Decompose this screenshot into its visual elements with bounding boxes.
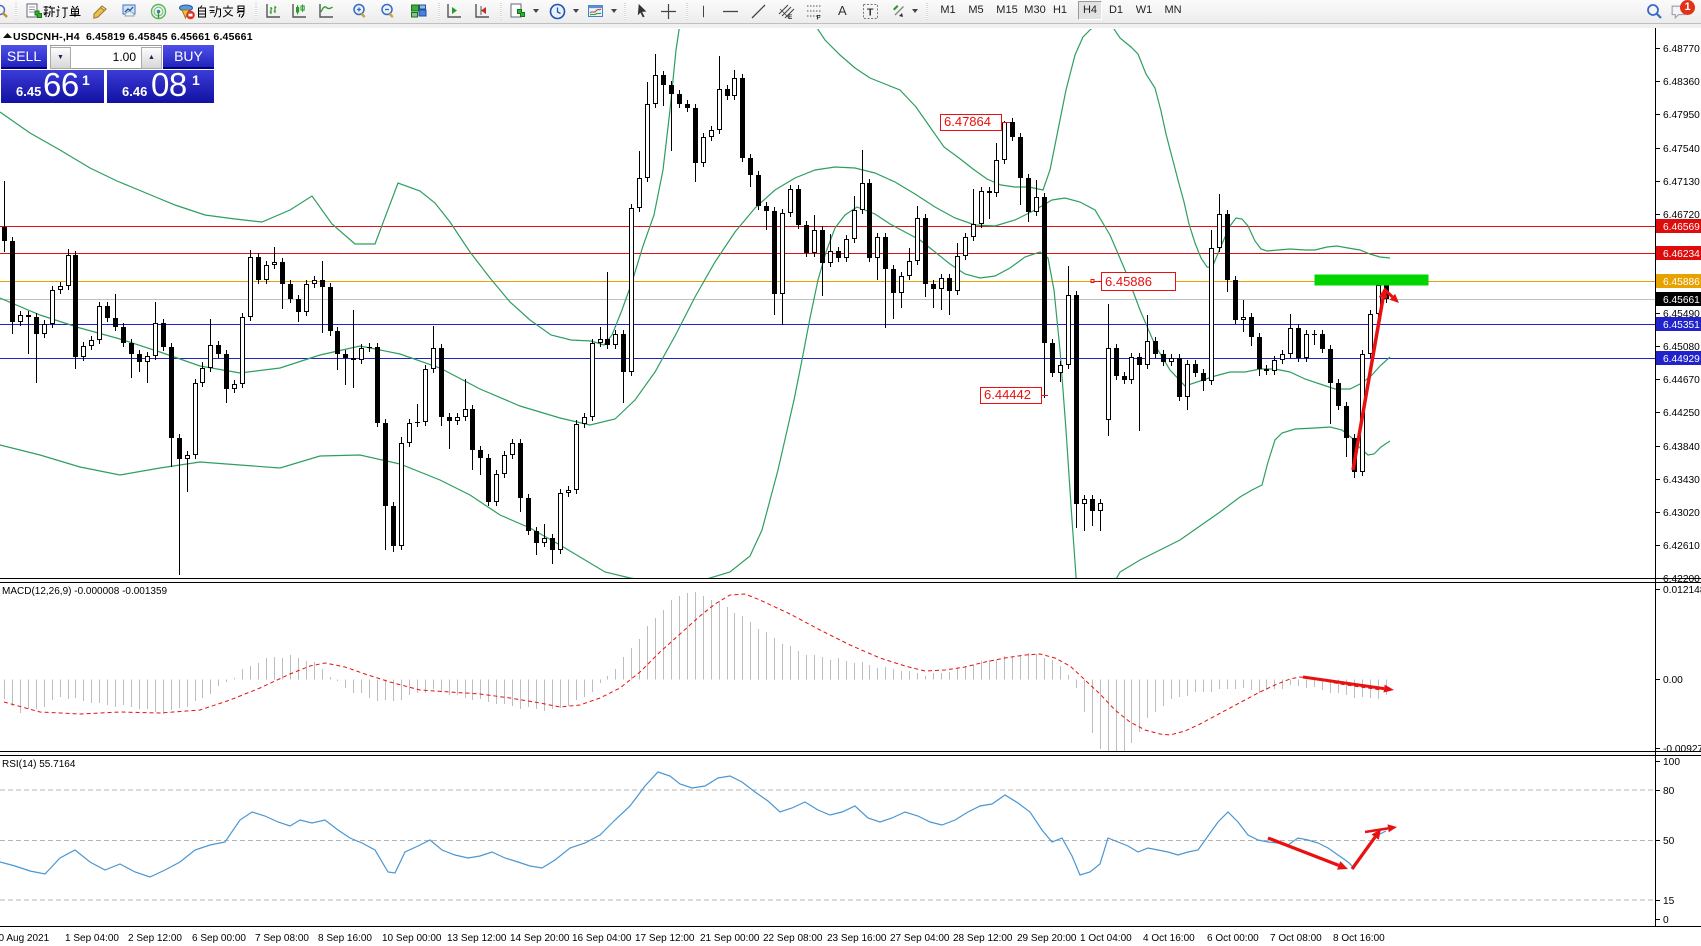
- svg-text:-0.00927: -0.00927: [1663, 744, 1701, 755]
- svg-text:22 Sep 08:00: 22 Sep 08:00: [763, 933, 823, 944]
- svg-text:MACD(12,26,9) -0.000008 -0.001: MACD(12,26,9) -0.000008 -0.001359: [2, 586, 168, 597]
- svg-text:6.45886: 6.45886: [1663, 277, 1700, 288]
- svg-text:6 Oct 00:00: 6 Oct 00:00: [1207, 933, 1259, 944]
- svg-text:6.47130: 6.47130: [1663, 177, 1700, 188]
- svg-text:6.45080: 6.45080: [1663, 342, 1700, 353]
- svg-text:13 Sep 12:00: 13 Sep 12:00: [447, 933, 507, 944]
- svg-text:6.46234: 6.46234: [1663, 249, 1700, 260]
- svg-text:6.48770: 6.48770: [1663, 44, 1700, 55]
- svg-text:6.47540: 6.47540: [1663, 144, 1700, 155]
- svg-text:6.46569: 6.46569: [1663, 222, 1700, 233]
- svg-text:6.47864: 6.47864: [944, 114, 991, 129]
- svg-text:27 Sep 04:00: 27 Sep 04:00: [890, 933, 950, 944]
- svg-text:0.012148: 0.012148: [1663, 585, 1701, 596]
- svg-text:4 Oct 16:00: 4 Oct 16:00: [1143, 933, 1195, 944]
- svg-text:8 Oct 16:00: 8 Oct 16:00: [1333, 933, 1385, 944]
- svg-text:15: 15: [1663, 896, 1675, 907]
- svg-text:E: E: [788, 14, 793, 20]
- svg-text:USDCNH-,H4 6.45819 6.45845 6.: USDCNH-,H4 6.45819 6.45845 6.45661 6.456…: [13, 31, 253, 43]
- svg-text:21 Sep 00:00: 21 Sep 00:00: [700, 933, 760, 944]
- svg-text:0: 0: [1663, 915, 1669, 926]
- svg-text:T: T: [867, 7, 874, 19]
- svg-text:0.00: 0.00: [1663, 675, 1683, 686]
- svg-text:6 Sep 00:00: 6 Sep 00:00: [192, 933, 246, 944]
- svg-text:6.44929: 6.44929: [1663, 354, 1700, 365]
- svg-text:6.45661: 6.45661: [1663, 295, 1700, 306]
- svg-text:16 Sep 04:00: 16 Sep 04:00: [572, 933, 632, 944]
- svg-text:6.45886: 6.45886: [1105, 274, 1152, 289]
- svg-text:29 Sep 20:00: 29 Sep 20:00: [1017, 933, 1077, 944]
- svg-text:17 Sep 12:00: 17 Sep 12:00: [635, 933, 695, 944]
- svg-text:23 Sep 16:00: 23 Sep 16:00: [827, 933, 887, 944]
- svg-text:100: 100: [1663, 757, 1680, 768]
- svg-text:6.42200: 6.42200: [1663, 574, 1700, 585]
- svg-text:6.43840: 6.43840: [1663, 442, 1700, 453]
- svg-text:50: 50: [1663, 836, 1675, 847]
- svg-text:7 Sep 08:00: 7 Sep 08:00: [255, 933, 309, 944]
- svg-text:6.44670: 6.44670: [1663, 375, 1700, 386]
- svg-text:2 Sep 12:00: 2 Sep 12:00: [128, 933, 182, 944]
- svg-text:1 Sep 04:00: 1 Sep 04:00: [65, 933, 119, 944]
- svg-text:6.42610: 6.42610: [1663, 541, 1700, 552]
- svg-text:6.46720: 6.46720: [1663, 210, 1700, 221]
- svg-text:6.47950: 6.47950: [1663, 110, 1700, 121]
- svg-text:F: F: [817, 15, 821, 21]
- svg-text:6.43020: 6.43020: [1663, 508, 1700, 519]
- svg-text:6.45490: 6.45490: [1663, 309, 1700, 320]
- svg-text:6.48360: 6.48360: [1663, 77, 1700, 88]
- svg-text:80: 80: [1663, 786, 1675, 797]
- svg-text:28 Sep 12:00: 28 Sep 12:00: [953, 933, 1013, 944]
- svg-text:6.44250: 6.44250: [1663, 408, 1700, 419]
- svg-text:1 Oct 04:00: 1 Oct 04:00: [1080, 933, 1132, 944]
- svg-text:6.43430: 6.43430: [1663, 475, 1700, 486]
- svg-text:30 Aug 2021: 30 Aug 2021: [0, 933, 50, 944]
- svg-text:RSI(14) 55.7164: RSI(14) 55.7164: [2, 759, 76, 770]
- svg-text:6.44442: 6.44442: [984, 387, 1031, 402]
- svg-text:14 Sep 20:00: 14 Sep 20:00: [510, 933, 570, 944]
- svg-text:8 Sep 16:00: 8 Sep 16:00: [318, 933, 372, 944]
- svg-text:7 Oct 08:00: 7 Oct 08:00: [1270, 933, 1322, 944]
- svg-text:6.45351: 6.45351: [1663, 320, 1700, 331]
- svg-text:10 Sep 00:00: 10 Sep 00:00: [382, 933, 442, 944]
